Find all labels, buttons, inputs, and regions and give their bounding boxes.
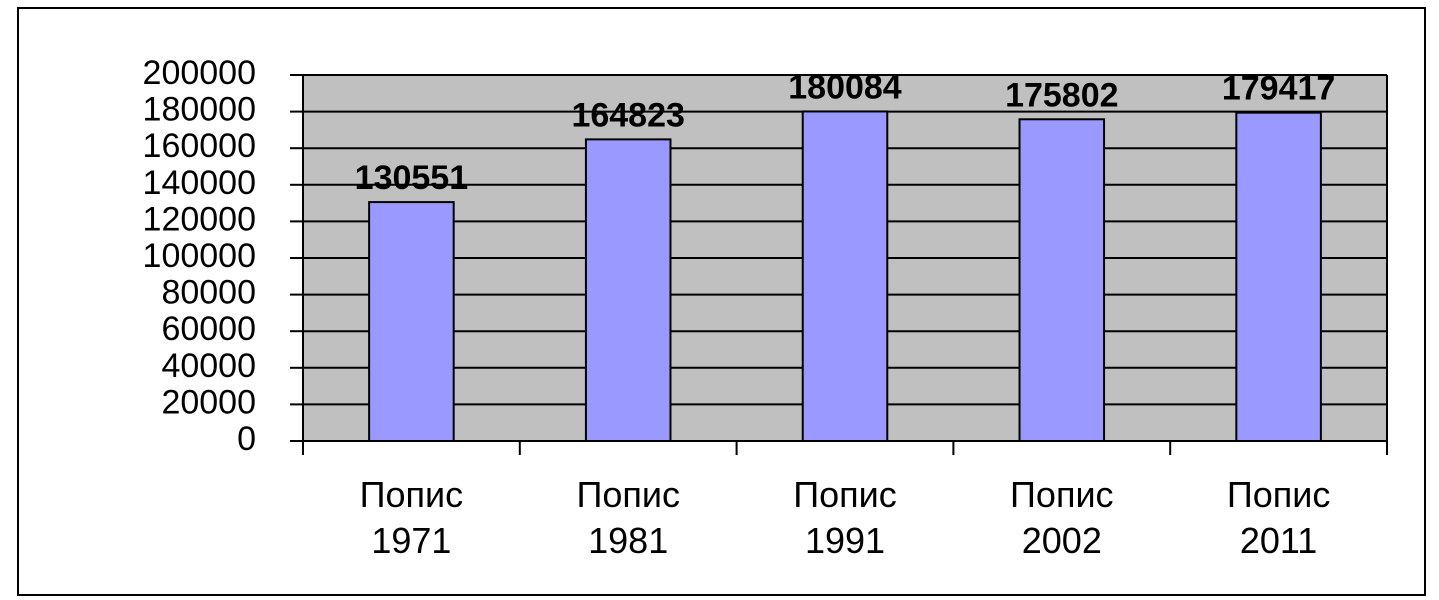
x-tick-label: Попис 2011 <box>1226 474 1331 561</box>
data-label: 179417 <box>1222 70 1335 108</box>
bar <box>368 201 455 442</box>
y-tick-label: 20000 <box>161 383 256 421</box>
y-tick-label: 0 <box>237 420 256 458</box>
data-label: 164823 <box>571 96 684 134</box>
data-label: 130551 <box>355 159 468 197</box>
data-label: 175802 <box>1005 76 1118 114</box>
y-tick-label: 40000 <box>161 347 256 385</box>
y-tick-label: 100000 <box>143 237 256 275</box>
y-tick-label: 160000 <box>143 127 256 165</box>
x-tick-label: Попис 1991 <box>793 474 897 561</box>
y-tick-label: 180000 <box>143 91 256 129</box>
y-tick-label: 140000 <box>143 164 256 202</box>
x-tick-label: Попис 1981 <box>576 474 680 561</box>
y-tick-label: 200000 <box>143 54 256 92</box>
bar <box>801 110 889 442</box>
y-tick-label: 80000 <box>161 274 256 312</box>
bar <box>584 138 672 443</box>
y-tick-label: 120000 <box>143 200 256 238</box>
x-tick-label: Попис 1971 <box>359 474 464 561</box>
bar <box>1235 111 1322 442</box>
data-label: 180084 <box>788 68 902 106</box>
bar <box>1018 118 1106 442</box>
y-tick-label: 60000 <box>161 310 256 348</box>
x-tick-label: Попис 2002 <box>1010 474 1114 561</box>
